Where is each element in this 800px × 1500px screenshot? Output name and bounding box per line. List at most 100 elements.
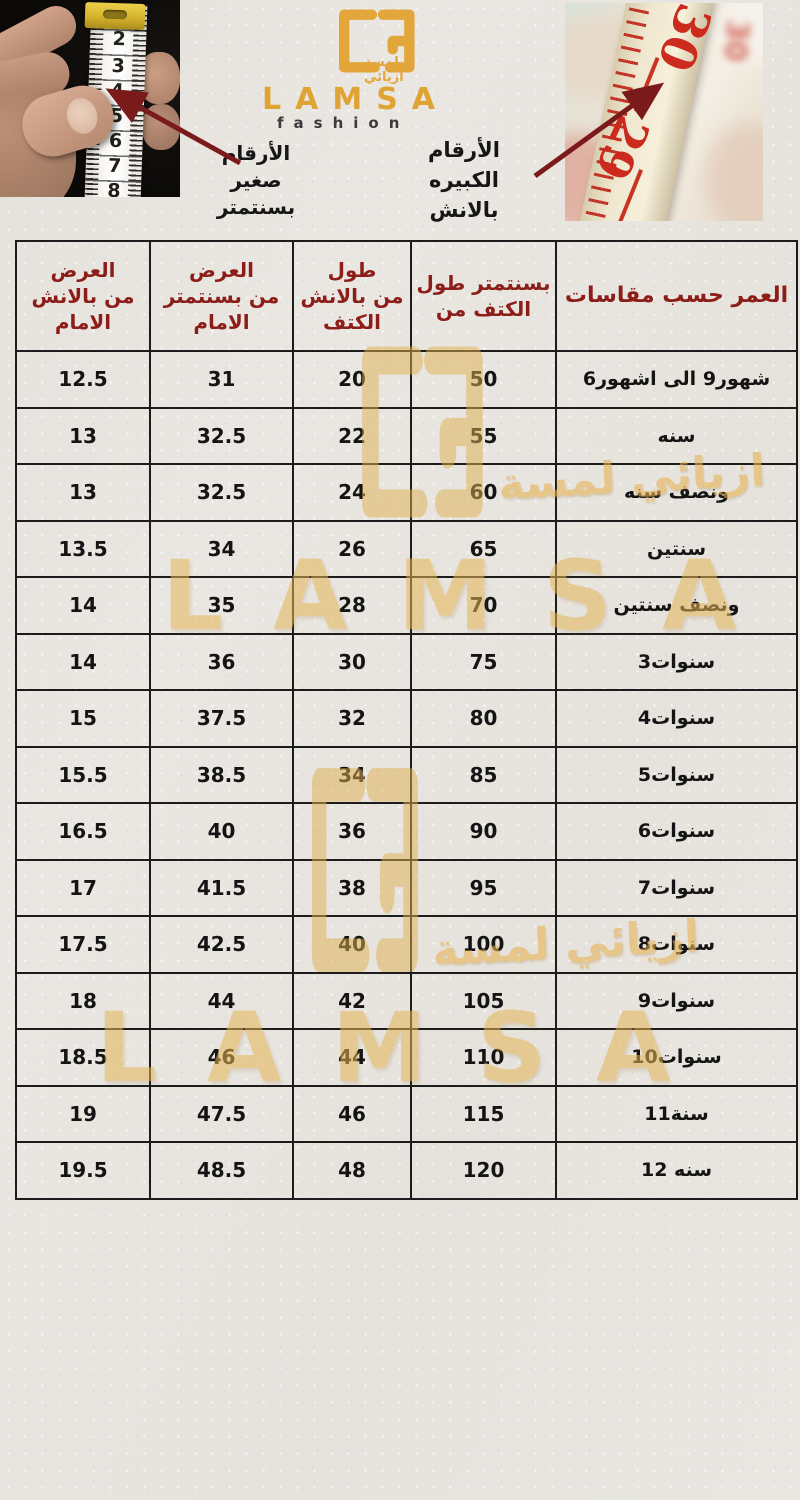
table-row: 19 47.5 46 115 11سنة — [15, 1084, 798, 1143]
table-row: 17.5 42.5 40 100 8سنوات — [15, 915, 798, 974]
header-age: مقاسات‎ حسب‎ العمر — [555, 240, 798, 352]
cell-length-cm: 100 — [410, 915, 557, 974]
table-row: 16.5 40 36 90 6سنوات — [15, 802, 798, 861]
cell-age: سنتين‎ ونصف — [555, 576, 798, 635]
cell-width-cm: 47.5 — [149, 1084, 294, 1143]
table-row: 19.5 48.5 48 120 12 سنه — [15, 1141, 798, 1200]
cell-length-cm: 95 — [410, 858, 557, 917]
inch-note: الأرقام‎ الكبيره بالانش — [394, 135, 534, 225]
table-row: 15 37.5 32 80 4سنوات — [15, 689, 798, 748]
cell-age: 12 سنه — [555, 1141, 798, 1200]
cell-length-inch: 20 — [292, 350, 412, 409]
cell-width-inch: 14 — [15, 576, 151, 635]
cell-length-cm: 105 — [410, 971, 557, 1030]
table-row: 13 32.5 22 55 سنه — [15, 406, 798, 465]
cell-length-cm: 80 — [410, 689, 557, 748]
cell-length-inch: 22 — [292, 406, 412, 465]
header-width-cm: العرض‎ بسنتمتر‎ من‎ الامام — [149, 240, 294, 352]
cell-length-inch: 26 — [292, 519, 412, 578]
cell-width-cm: 32.5 — [149, 463, 294, 522]
cell-width-inch: 15.5 — [15, 745, 151, 804]
cell-age: 11سنة — [555, 1084, 798, 1143]
cell-age: 7سنوات — [555, 858, 798, 917]
inch-note-line1: الأرقام‎ الكبيره — [428, 138, 500, 192]
cell-age: 8سنوات — [555, 915, 798, 974]
lf-monogram-icon — [338, 9, 415, 73]
table-row: 15.5 38.5 34 85 5سنوات — [15, 745, 798, 804]
cell-length-inch: 42 — [292, 971, 412, 1030]
cell-length-cm: 70 — [410, 576, 557, 635]
brand-name: LAMSA — [262, 82, 450, 117]
cell-length-cm: 65 — [410, 519, 557, 578]
blurred-tape-number: 30 — [716, 18, 756, 63]
cell-width-cm: 31 — [149, 350, 294, 409]
cell-age: سنتين — [555, 519, 798, 578]
cell-width-inch: 19.5 — [15, 1141, 151, 1200]
cell-length-inch: 48 — [292, 1141, 412, 1200]
header-length-cm: طول‎ بسنتمتر‎ من‎ الكتف — [410, 240, 557, 352]
cell-width-cm: 36 — [149, 632, 294, 691]
clasp-slot — [102, 9, 128, 20]
cell-age: 3سنوات — [555, 632, 798, 691]
cell-age: 6سنوات — [555, 802, 798, 861]
tape-metal-clasp — [84, 1, 146, 31]
cell-length-inch: 32 — [292, 689, 412, 748]
cell-width-cm: 48.5 — [149, 1141, 294, 1200]
inch-tape-photo: 30 30 29 — [565, 3, 763, 221]
cell-length-cm: 115 — [410, 1084, 557, 1143]
cell-length-cm: 120 — [410, 1141, 557, 1200]
cell-width-cm: 37.5 — [149, 689, 294, 748]
tape-number: 3 — [111, 54, 126, 78]
cell-width-inch: 17 — [15, 858, 151, 917]
cell-width-inch: 15 — [15, 689, 151, 748]
cell-length-cm: 110 — [410, 1028, 557, 1087]
cell-age: سنه — [555, 406, 798, 465]
tape-number: 8 — [106, 179, 121, 197]
table-row: 13.5 34 26 65 سنتين — [15, 519, 798, 578]
cell-width-inch: 13.5 — [15, 519, 151, 578]
table-row: 17 41.5 38 95 7سنوات — [15, 858, 798, 917]
blur-blob — [705, 123, 763, 221]
cell-width-inch: 19 — [15, 1084, 151, 1143]
cell-width-cm: 42.5 — [149, 915, 294, 974]
cell-length-cm: 60 — [410, 463, 557, 522]
cell-width-inch: 12.5 — [15, 350, 151, 409]
table-header-row: العرض‎ بالانش‎ من‎ الامام العرض‎ بسنتمتر… — [15, 240, 798, 352]
logo-arabic-tagline: لمسة‎ ازيائي — [364, 55, 404, 85]
inch-note-line2: بالانش — [429, 198, 499, 222]
cell-width-inch: 18 — [15, 971, 151, 1030]
cm-note-line2: صغير‎ بسنتمتر — [216, 168, 296, 219]
cell-width-inch: 17.5 — [15, 915, 151, 974]
cell-width-inch: 14 — [15, 632, 151, 691]
cell-length-cm: 85 — [410, 745, 557, 804]
cell-width-inch: 13 — [15, 463, 151, 522]
cm-tape-photo: 2 3 4 5 6 7 8 — [0, 0, 180, 197]
table-row: 14 36 30 75 3سنوات — [15, 632, 798, 691]
cell-length-inch: 40 — [292, 915, 412, 974]
tape-number: 7 — [107, 154, 122, 178]
cell-age: سنه‎ ونصف — [555, 463, 798, 522]
cell-width-cm: 41.5 — [149, 858, 294, 917]
cell-width-cm: 35 — [149, 576, 294, 635]
table-row: 18 44 42 105 9سنوات — [15, 971, 798, 1030]
cell-length-cm: 55 — [410, 406, 557, 465]
cell-width-cm: 40 — [149, 802, 294, 861]
cell-length-cm: 50 — [410, 350, 557, 409]
cell-width-inch: 18.5 — [15, 1028, 151, 1087]
cm-note: الأرقام صغير‎ بسنتمتر — [192, 140, 320, 221]
table-row: 13 32.5 24 60 سنه‎ ونصف — [15, 463, 798, 522]
inch-mark-line — [634, 57, 660, 113]
cm-note-line1: الأرقام — [221, 141, 291, 165]
cell-length-inch: 38 — [292, 858, 412, 917]
fingertip-shape — [142, 104, 180, 150]
cell-length-inch: 24 — [292, 463, 412, 522]
cell-age: 5سنوات — [555, 745, 798, 804]
cell-age: 9سنوات — [555, 971, 798, 1030]
table-row: 14 35 28 70 سنتين‎ ونصف — [15, 576, 798, 635]
cell-length-inch: 44 — [292, 1028, 412, 1087]
header-length-inch: طول‎ بالانش‎ من‎ الكتف — [292, 240, 412, 352]
cell-length-cm: 90 — [410, 802, 557, 861]
cell-width-cm: 38.5 — [149, 745, 294, 804]
cell-width-inch: 13 — [15, 406, 151, 465]
